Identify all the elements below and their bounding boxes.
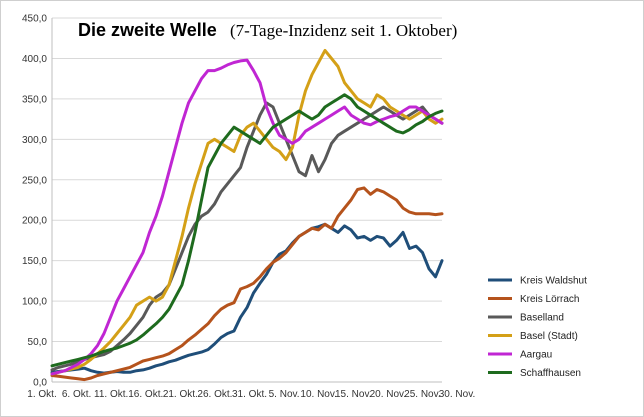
y-tick-label: 250,0	[22, 175, 47, 186]
x-tick-label: 20. Nov.	[370, 389, 407, 400]
x-tick-label: 25. Nov.	[404, 389, 441, 400]
y-tick-label: 300,0	[22, 135, 47, 146]
x-tick-label: 5. Nov.	[269, 389, 300, 400]
x-tick-label: 21. Okt.	[163, 389, 198, 400]
y-tick-label: 400,0	[22, 54, 47, 65]
y-tick-label: 450,0	[22, 14, 47, 25]
grid-lines	[51, 17, 442, 383]
legend-label: Schaffhausen	[520, 368, 581, 379]
x-tick-label: 11. Okt.	[94, 389, 128, 400]
y-axis-ticks: 0,0 50,0 100,0 150,0 200,0 250,0 300,0 350,0 400…	[22, 14, 47, 389]
legend-label: Basel (Stadt)	[520, 331, 578, 342]
x-tick-label: 6. Okt.	[62, 389, 91, 400]
chart-subtitle: (7-Tage-Inzidenz seit 1. Oktober)	[230, 21, 457, 40]
series-line	[50, 48, 444, 376]
series-line	[50, 101, 444, 372]
legend: Kreis Waldshut Kreis Lörrach Baselland Base…	[488, 276, 587, 379]
legend-label: Baselland	[520, 313, 564, 324]
series-line	[50, 93, 444, 368]
y-tick-label: 50,0	[28, 337, 48, 348]
chart-title: Die zweite Welle	[78, 20, 217, 40]
series-line	[50, 58, 444, 376]
y-tick-label: 0,0	[33, 378, 47, 389]
legend-label: Aargau	[520, 350, 552, 361]
x-axis-ticks: 1. Okt. 6. Okt. 11. Okt. 16. Okt. 21. Okt. 26…	[27, 389, 475, 400]
x-tick-label: 15. Nov.	[335, 389, 372, 400]
series-line	[50, 186, 444, 382]
x-tick-label: 26. Okt.	[197, 389, 232, 400]
x-tick-label: 10. Nov.	[300, 389, 337, 400]
y-tick-label: 100,0	[22, 297, 47, 308]
y-tick-label: 350,0	[22, 94, 47, 105]
x-tick-label: 31. Okt.	[232, 389, 267, 400]
series-lines	[50, 48, 444, 382]
y-tick-label: 150,0	[22, 256, 47, 267]
y-tick-label: 200,0	[22, 216, 47, 227]
x-tick-label: 16. Okt.	[128, 389, 163, 400]
legend-label: Kreis Waldshut	[520, 276, 587, 287]
x-tick-label: 30. Nov.	[439, 389, 476, 400]
legend-label: Kreis Lörrach	[520, 294, 579, 305]
x-tick-label: 1. Okt.	[27, 389, 56, 400]
